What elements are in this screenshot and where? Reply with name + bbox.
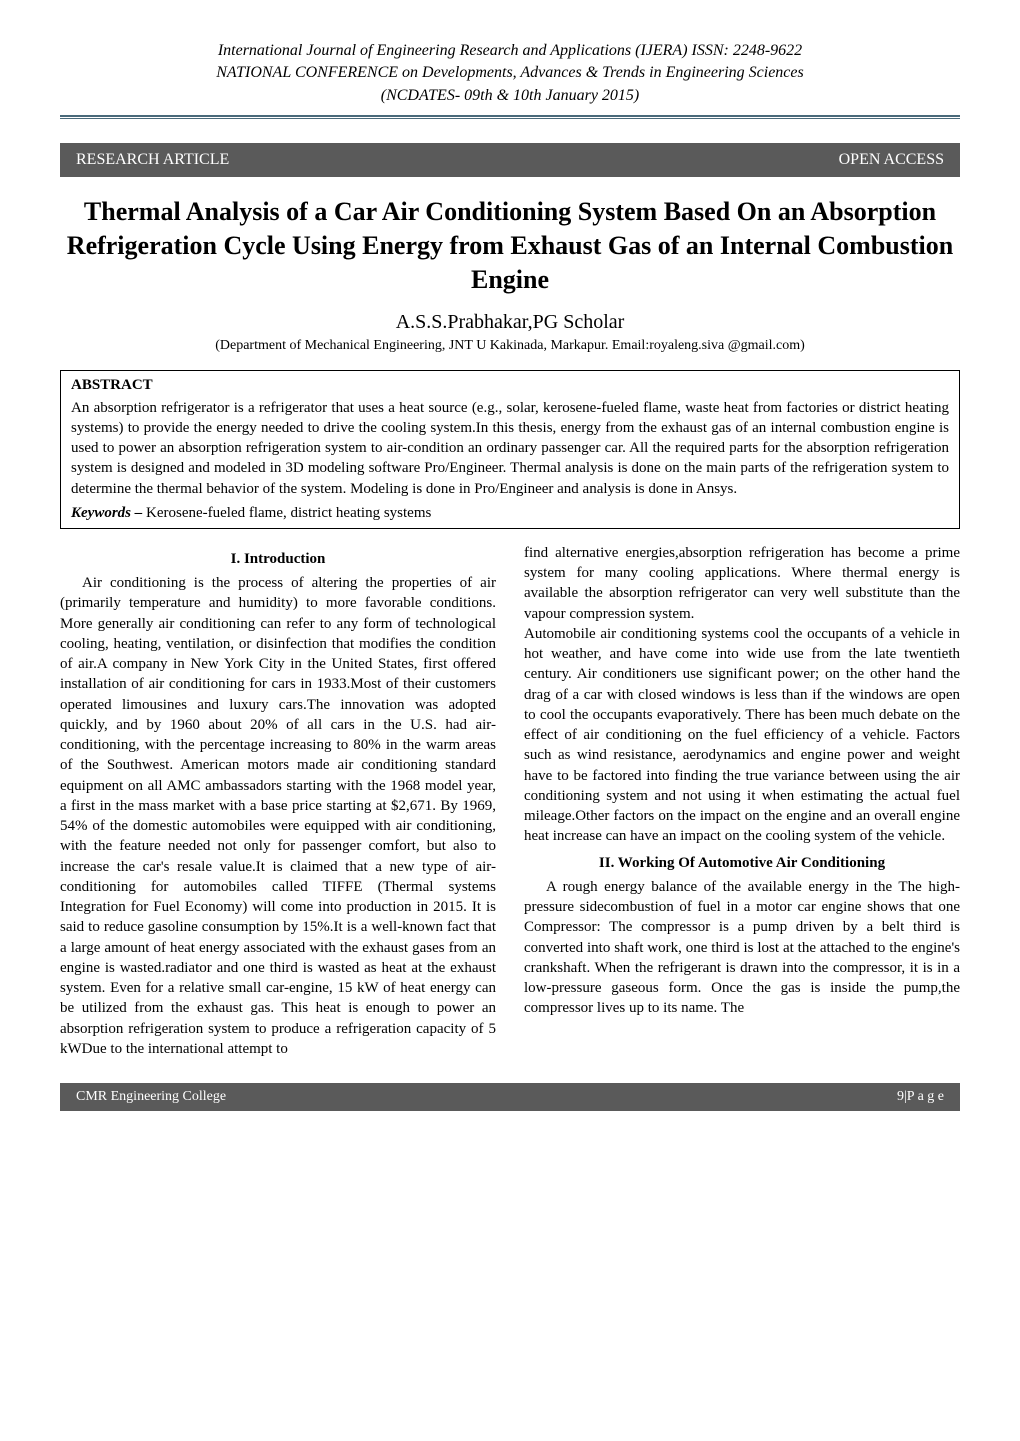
footer-left: CMR Engineering College: [76, 1089, 226, 1105]
article-banner: RESEARCH ARTICLE OPEN ACCESS: [60, 143, 960, 177]
journal-header: International Journal of Engineering Res…: [60, 40, 960, 107]
section-2-para-1: A rough energy balance of the available …: [524, 877, 960, 1019]
footer-right: 9|P a g e: [897, 1089, 944, 1105]
author-name: A.S.S.Prabhakar,PG Scholar: [60, 311, 960, 334]
keywords-text: Kerosene-fueled flame, district heating …: [142, 505, 431, 521]
keywords-line: Keywords – Kerosene-fueled flame, distri…: [71, 505, 949, 522]
section-1-heading: I. Introduction: [60, 549, 496, 569]
paper-title: Thermal Analysis of a Car Air Conditioni…: [60, 195, 960, 296]
abstract-text: An absorption refrigerator is a refriger…: [71, 398, 949, 499]
footer-bar: CMR Engineering College 9|P a g e: [60, 1083, 960, 1111]
section-1-para-3: Automobile air conditioning systems cool…: [524, 624, 960, 847]
body-columns: I. Introduction Air conditioning is the …: [60, 543, 960, 1059]
author-affiliation: (Department of Mechanical Engineering, J…: [60, 338, 960, 354]
journal-line-3: (NCDATES- 09th & 10th January 2015): [60, 85, 960, 107]
keywords-label: Keywords –: [71, 505, 142, 521]
title-block: Thermal Analysis of a Car Air Conditioni…: [60, 195, 960, 353]
section-1-para-2: find alternative energies,absorption ref…: [524, 543, 960, 624]
journal-line-1: International Journal of Engineering Res…: [60, 40, 960, 62]
abstract-heading: ABSTRACT: [71, 377, 949, 394]
header-divider: [60, 115, 960, 119]
abstract-box: ABSTRACT An absorption refrigerator is a…: [60, 370, 960, 529]
journal-line-2: NATIONAL CONFERENCE on Developments, Adv…: [60, 62, 960, 84]
banner-left: RESEARCH ARTICLE: [76, 151, 229, 169]
banner-right: OPEN ACCESS: [839, 151, 944, 169]
section-1-para-1: Air conditioning is the process of alter…: [60, 573, 496, 1059]
section-2-heading: II. Working Of Automotive Air Conditioni…: [524, 853, 960, 873]
